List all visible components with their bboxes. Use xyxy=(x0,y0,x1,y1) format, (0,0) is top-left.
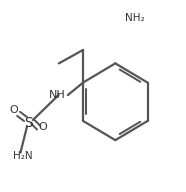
Text: H₂N: H₂N xyxy=(13,151,33,161)
Text: O: O xyxy=(9,105,18,115)
Text: O: O xyxy=(38,122,47,132)
Text: S: S xyxy=(24,116,33,130)
Text: NH₂: NH₂ xyxy=(125,13,144,23)
Text: NH: NH xyxy=(49,90,66,100)
